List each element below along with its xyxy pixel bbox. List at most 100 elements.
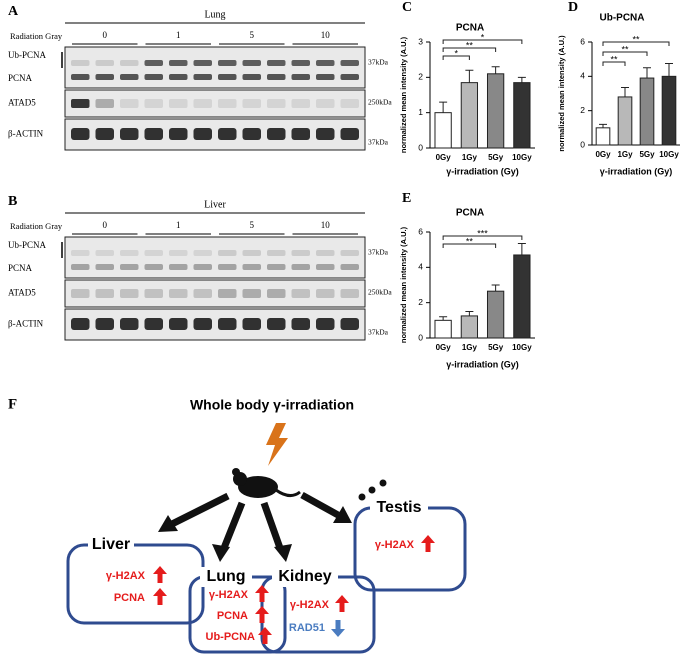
band [144,128,163,140]
marker-label: 37kDa [368,328,389,337]
arrows [170,491,340,550]
band [218,99,237,108]
significance-bracket [442,55,470,60]
chart: E PCNA γ-irradiation (Gy) normalized mean i… [399,191,535,369]
marker: PCNA [114,592,145,604]
row-label: PCNA [8,263,33,273]
x-tick-label: 0Gy [436,343,452,352]
error-bar [439,101,448,113]
blot-panel: A Lung Radiation Gray 0 1 5 10 Ub-PCNA PCNA ATAD5… [8,4,392,151]
band [218,60,237,66]
x-tick-label: 0Gy [595,150,611,159]
y-axis-label: normalized mean intensity (A.U.) [399,226,408,343]
band [120,128,139,140]
significance-label: * [481,32,485,42]
error-bar [465,69,474,83]
x-tick-label: 1Gy [462,153,478,162]
band [144,74,163,80]
band [144,289,163,298]
significance-label: ** [610,54,618,64]
bar [434,319,452,339]
significance-bracket [442,243,497,248]
band [120,99,139,108]
band [193,250,212,256]
organ-box [66,543,205,625]
band [267,128,286,140]
y-tick-label: 1 [418,107,423,117]
x-axis-label: γ-irradiation (Gy) [446,166,519,176]
band [242,289,261,298]
significance-label: ** [466,40,474,50]
organ-name: Testis [376,499,421,516]
y-axis-label: normalized mean intensity (A.U.) [557,35,566,152]
significance-bracket [602,51,648,56]
band [193,99,212,108]
error-bar [517,242,526,255]
band [193,289,212,298]
x-tick-label: 10Gy [512,153,532,162]
x-tick-label: 5Gy [488,153,504,162]
band [169,60,188,66]
band [340,99,359,108]
significance-label: *** [477,228,488,238]
band [193,318,212,330]
error-bar [643,67,651,79]
panel-label: A [8,4,19,19]
x-tick-label: 0Gy [436,153,452,162]
band [95,264,114,270]
significance-bracket [602,61,626,66]
marker: γ-H2AX [106,570,146,582]
band [95,250,114,256]
band [316,60,335,66]
bar [639,77,655,146]
significance-label: ** [621,44,629,54]
row-label: PCNA [8,73,33,83]
band [316,99,335,108]
band [71,60,90,66]
up-arrows [153,535,435,644]
y-tick-label: 2 [580,105,585,115]
significance-bracket [442,235,523,240]
band [144,318,163,330]
band [169,128,188,140]
error-bar [621,86,629,97]
x-tick-label: 10Gy [659,150,679,159]
band [71,128,90,140]
y-tick-label: 6 [580,36,585,46]
band [193,60,212,66]
band [120,318,139,330]
band [340,264,359,270]
panel-label: C [402,0,412,15]
panel-label: B [8,194,17,209]
error-bar [465,311,474,316]
band [95,128,114,140]
bar [617,96,633,146]
significance-label: * [454,48,458,58]
dots [358,479,387,501]
x-axis-label: γ-irradiation (Gy) [446,359,519,369]
diagram-title: Whole body γ-irradiation [190,397,354,413]
error-bar [439,316,448,321]
band [218,289,237,298]
significance-bracket [602,41,670,46]
band [193,264,212,270]
band [267,74,286,80]
band [218,250,237,256]
dose: 0 [103,30,108,40]
band [120,250,139,256]
band [218,264,237,270]
band [340,128,359,140]
band [242,74,261,80]
x-tick-label: 10Gy [512,343,532,352]
band [291,74,310,80]
chart: C PCNA γ-irradiation (Gy) normalized mean i… [399,0,535,176]
marker-label: 250kDa [368,98,392,107]
dose: 10 [321,220,331,230]
band [316,289,335,298]
blot-box [64,308,366,341]
band [144,264,163,270]
band [316,250,335,256]
band [267,250,286,256]
band [316,318,335,330]
